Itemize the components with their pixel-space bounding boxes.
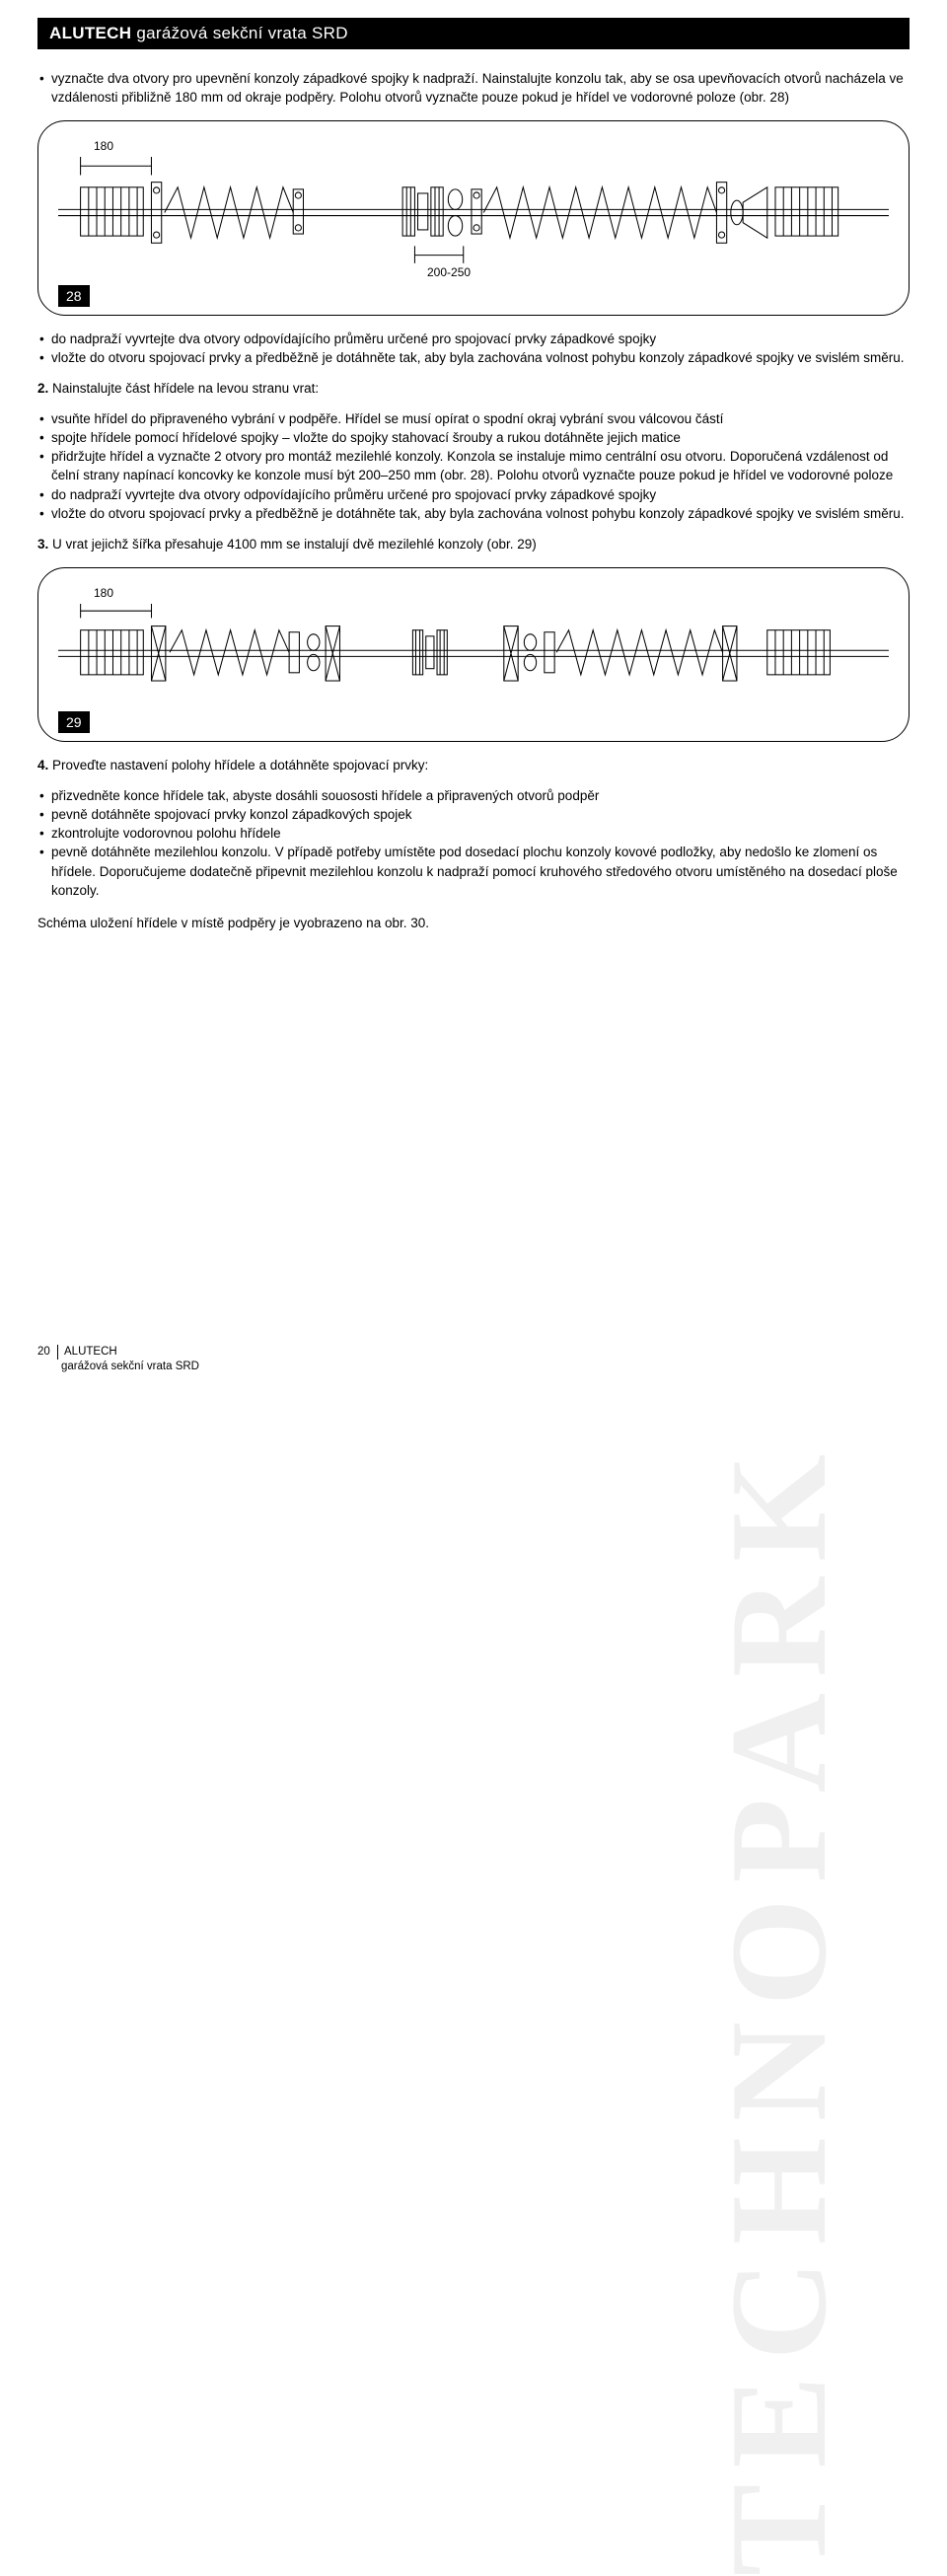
bullet-text: zkontrolujte vodorovnou polohu hřídele	[51, 824, 910, 843]
bullet-text: spojte hřídele pomocí hřídelové spojky –…	[51, 428, 910, 447]
bullet-text: vložte do otvoru spojovací prvky a předb…	[51, 348, 910, 367]
list-item: • přidržujte hřídel a vyznačte 2 otvory …	[37, 447, 910, 484]
list-item: • zkontrolujte vodorovnou polohu hřídele	[37, 824, 910, 843]
schema-text: Schéma uložení hřídele v místě podpěry j…	[37, 914, 910, 932]
header-title: garážová sekční vrata SRD	[131, 24, 347, 42]
step-text: Nainstalujte část hřídele na levou stran…	[48, 381, 319, 396]
step2-list: • vsuňte hřídel do připraveného vybrání …	[37, 409, 910, 523]
dim-label-200-250: 200-250	[427, 265, 471, 279]
bullet-icon: •	[37, 69, 51, 107]
bullet-icon: •	[37, 843, 51, 899]
dim-label-180: 180	[94, 139, 889, 153]
page-content: ALUTECH garážová sekční vrata SRD • vyzn…	[0, 0, 947, 932]
bullet-icon: •	[37, 504, 51, 523]
bullet-text: do nadpraží vyvrtejte dva otvory odpovíd…	[51, 485, 910, 504]
step4-list: • přizvedněte konce hřídele tak, abyste …	[37, 786, 910, 900]
bullet-icon: •	[37, 805, 51, 824]
step-number: 3.	[37, 537, 48, 552]
bullet-text: přizvedněte konce hřídele tak, abyste do…	[51, 786, 910, 805]
list-item: • do nadpraží vyvrtejte dva otvory odpov…	[37, 330, 910, 348]
step-3: 3. U vrat jejichž šířka přesahuje 4100 m…	[37, 535, 910, 553]
bullet-icon: •	[37, 330, 51, 348]
bullet-text: pevně dotáhněte spojovací prvky konzol z…	[51, 805, 910, 824]
list-item: • do nadpraží vyvrtejte dva otvory odpov…	[37, 485, 910, 504]
list-item: • vložte do otvoru spojovací prvky a pře…	[37, 504, 910, 523]
page-footer: 20 ALUTECH garážová sekční vrata SRD	[37, 1345, 199, 1373]
bullet-icon: •	[37, 485, 51, 504]
list-item: • spojte hřídele pomocí hřídelové spojky…	[37, 428, 910, 447]
bullet-text: vsuňte hřídel do připraveného vybrání v …	[51, 409, 910, 428]
bullet-text: vyznačte dva otvory pro upevnění konzoly…	[51, 69, 910, 107]
step-number: 4.	[37, 758, 48, 773]
figure-number-29: 29	[58, 711, 90, 733]
bullet-text: vložte do otvoru spojovací prvky a předb…	[51, 504, 910, 523]
figure-29-diagram	[58, 604, 889, 705]
step-number: 2.	[37, 381, 48, 396]
header-brand: ALUTECH	[49, 24, 131, 42]
page-number: 20	[37, 1345, 50, 1359]
page-header: ALUTECH garážová sekční vrata SRD	[37, 18, 910, 49]
bullet-icon: •	[37, 409, 51, 428]
bullet-icon: •	[37, 786, 51, 805]
after-fig28-list: • do nadpraží vyvrtejte dva otvory odpov…	[37, 330, 910, 367]
list-item: • pevně dotáhněte spojovací prvky konzol…	[37, 805, 910, 824]
figure-28-diagram	[58, 157, 889, 278]
step-text: Proveďte nastavení polohy hřídele a dotá…	[48, 758, 428, 773]
list-item: • pevně dotáhněte mezilehlou konzolu. V …	[37, 843, 910, 899]
bullet-icon: •	[37, 428, 51, 447]
list-item: • vložte do otvoru spojovací prvky a pře…	[37, 348, 910, 367]
figure-28: 180	[37, 120, 910, 315]
step-2: 2. Nainstalujte část hřídele na levou st…	[37, 379, 910, 398]
list-item: • vsuňte hřídel do připraveného vybrání …	[37, 409, 910, 428]
intro-bullet-list: • vyznačte dva otvory pro upevnění konzo…	[37, 69, 910, 107]
bullet-text: přidržujte hřídel a vyznačte 2 otvory pr…	[51, 447, 910, 484]
bullet-icon: •	[37, 824, 51, 843]
list-item: • přizvedněte konce hřídele tak, abyste …	[37, 786, 910, 805]
dim-label-180: 180	[94, 586, 889, 600]
list-item: • vyznačte dva otvory pro upevnění konzo…	[37, 69, 910, 107]
step-4: 4. Proveďte nastavení polohy hřídele a d…	[37, 756, 910, 774]
bullet-icon: •	[37, 348, 51, 367]
footer-subtitle: garážová sekční vrata SRD	[61, 1361, 199, 1372]
figure-number-28: 28	[58, 285, 90, 307]
bullet-text: do nadpraží vyvrtejte dva otvory odpovíd…	[51, 330, 910, 348]
bullet-icon: •	[37, 447, 51, 484]
bullet-text: pevně dotáhněte mezilehlou konzolu. V př…	[51, 843, 910, 899]
step-text: U vrat jejichž šířka přesahuje 4100 mm s…	[48, 537, 536, 552]
footer-brand: ALUTECH	[57, 1345, 117, 1359]
watermark-text: TECHNOPARK	[699, 1438, 858, 2576]
figure-29: 180	[37, 567, 910, 742]
